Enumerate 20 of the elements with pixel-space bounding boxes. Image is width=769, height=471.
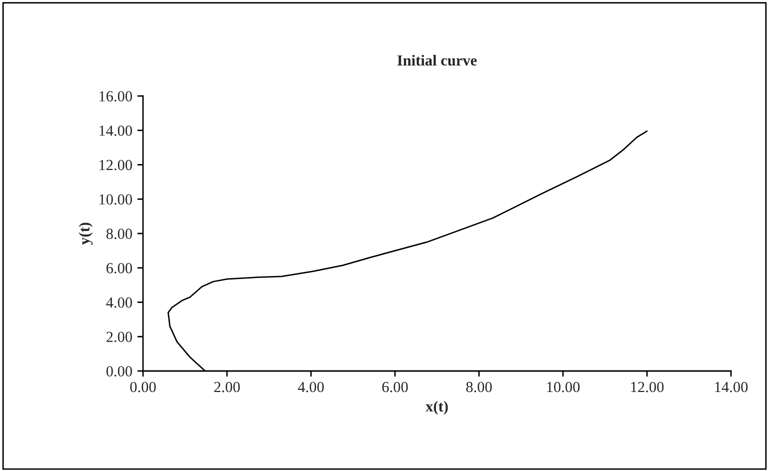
x-tick-label: 12.00 [631,382,664,392]
x-tick-label: 10.00 [547,382,580,392]
y-tick-label: 6.00 [106,263,132,274]
x-tick-label: 0.00 [130,382,156,392]
x-tick-label: 8.00 [466,382,492,392]
x-tick-label: 14.00 [715,382,748,392]
x-tick-label: 2.00 [214,382,240,392]
y-tick-label: 12.00 [100,160,132,170]
y-tick-label: 2.00 [106,332,132,342]
y-tick-label: 16.00 [100,91,132,102]
x-tick-label: 4.00 [298,382,324,392]
y-tick-label: 4.00 [106,297,132,308]
chart-title: Initial curve [397,54,477,66]
y-tick-label: 8.00 [106,228,132,240]
y-tick-label: 14.00 [100,126,132,136]
x-axis-title: x(t) [426,400,448,415]
y-tick-label: 0.00 [106,366,132,377]
x-tick-label: 6.00 [382,382,408,392]
y-axis-title: y(t) [78,222,93,245]
y-tick-label: 10.00 [100,194,132,205]
